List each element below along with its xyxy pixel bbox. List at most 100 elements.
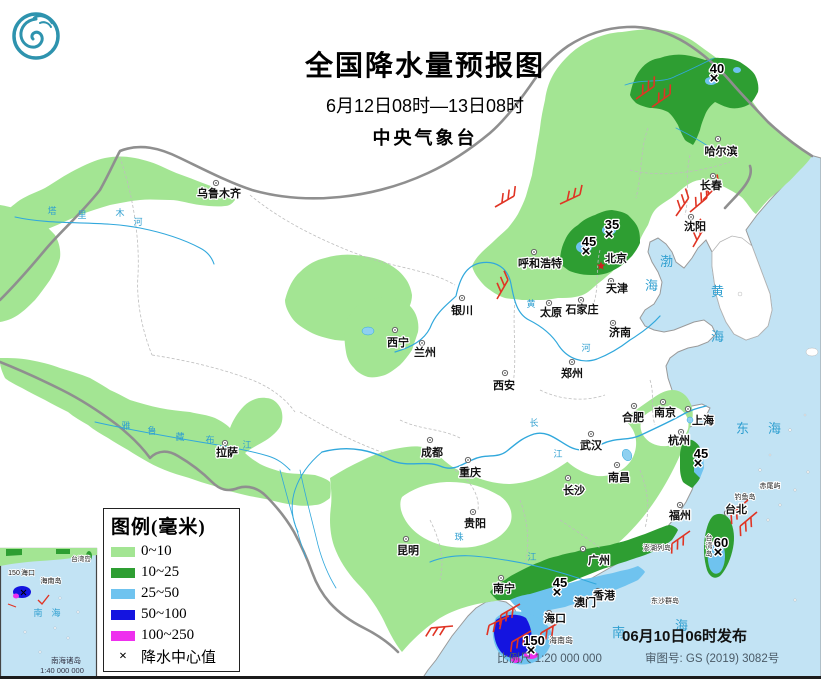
geo-label-text: 海: [645, 278, 659, 293]
city-marker: 西安: [492, 369, 516, 393]
map-scale: 比例尺 1:20 000 000: [497, 653, 602, 665]
approval-number: 审图号: GS (2019) 3082号: [645, 653, 780, 665]
city-dot-center: [582, 548, 584, 550]
city-marker: 长春: [699, 172, 724, 193]
city-label: 南京: [654, 405, 676, 419]
city-marker: 香港: [591, 587, 618, 604]
city-dot-center: [405, 538, 407, 540]
precip-centers: ×40×35×45×45×60×45×150: [522, 60, 730, 661]
precip-10-25-areas: [490, 54, 759, 600]
legend: 图例(毫米) 0~10 10~25 25~50 50~100 100~250 × 降水中…: [103, 508, 240, 672]
geo-label-text: 藏: [175, 431, 184, 442]
geo-label-text: 东: [736, 421, 750, 436]
city-label: 澳门: [574, 595, 596, 609]
capital-star-icon: [596, 261, 606, 270]
geo-label-text: 海: [768, 421, 782, 436]
geo-label-text: 长: [529, 417, 538, 428]
precip-center-marker: ×45: [580, 233, 597, 262]
city-dot-center: [680, 431, 682, 433]
geo-label-text: 南: [612, 625, 626, 640]
geo-label-text: 东沙群岛: [651, 596, 679, 605]
geo-label: 雅 鲁藏 布江: [121, 420, 251, 450]
city-dot-center: [548, 612, 550, 614]
city-marker: 呼和浩特: [517, 248, 563, 271]
city-dot-center: [616, 464, 618, 466]
city-marker: 石家庄: [563, 296, 600, 317]
wind-barb-icon: [739, 511, 758, 537]
city-dot-center: [687, 408, 689, 410]
x-marker-icon: ×: [714, 544, 723, 561]
city-marker: 拉萨: [215, 439, 239, 460]
precip-holes: [400, 400, 689, 548]
city-marker: 南昌: [607, 461, 631, 485]
geo-label: 珠江: [454, 531, 536, 562]
geo-label: 赤尾屿: [759, 480, 782, 491]
geo-label-text: 岛: [706, 549, 713, 558]
legend-label: 0~10: [141, 543, 172, 559]
geo-label-text: 海: [675, 618, 689, 633]
city-marker: 北京: [596, 250, 628, 270]
precip-center-marker: ×40: [708, 60, 725, 89]
publish-time: 06月10日06时发布: [622, 628, 748, 645]
legend-swatch: [111, 609, 135, 620]
precip-center-value: 45: [553, 575, 567, 590]
geo-label-text: 渤: [660, 254, 674, 269]
city-label: 长沙: [563, 483, 585, 497]
korea-land: [711, 235, 773, 341]
geo-label: 黄海: [711, 284, 725, 344]
city-dot-center: [504, 372, 506, 374]
province-borders: [117, 127, 731, 581]
inset-label: 1:40 000 000: [40, 666, 84, 675]
legend-swatch: [111, 546, 135, 557]
map-frame-bottom: [0, 676, 821, 679]
city-marker: 济南: [608, 319, 632, 340]
geo-label-text: 海: [711, 329, 725, 344]
wind-barbs: [0, 76, 758, 653]
city-label: 武汉: [580, 438, 603, 452]
city-label: 西宁: [387, 335, 409, 349]
city-marker: 太原: [538, 299, 563, 320]
city-marker: 天津: [605, 277, 629, 296]
wind-barb-icon: [425, 625, 454, 637]
legend-item: 25~50: [111, 583, 234, 604]
city-dot-center: [610, 280, 612, 282]
city-dot-center: [679, 504, 681, 506]
city-dot-center: [429, 439, 431, 441]
geo-label-text: 海南岛: [549, 635, 573, 645]
x-marker-icon: ×: [710, 70, 719, 87]
geo-label-text: 江: [553, 449, 562, 459]
city-dot-center: [717, 138, 719, 140]
city-dot-center: [567, 477, 569, 479]
precip-center-marker: ×150: [522, 632, 546, 661]
legend-label: 50~100: [141, 606, 187, 622]
city-dot-center: [472, 511, 474, 513]
wind-barb-icon: [635, 76, 656, 100]
city-dot-center: [215, 182, 217, 184]
city-dot-center: [597, 590, 599, 592]
city-marker: 成都: [420, 436, 444, 460]
geo-label: 海南岛: [548, 634, 574, 646]
city-label: 哈尔滨: [705, 144, 738, 158]
geo-label-text: 钓鱼岛: [735, 492, 756, 501]
city-label: 海口: [544, 611, 566, 625]
city-label: 银川: [451, 303, 473, 317]
geo-label: 塔 里 木河: [47, 205, 142, 227]
city-marker: 郑州: [560, 358, 584, 381]
city-marker: 长沙: [562, 474, 586, 498]
city-label: 呼和浩特: [518, 256, 562, 270]
geo-label: 渤海: [645, 254, 674, 293]
city-dot-center: [712, 175, 714, 177]
city-label: 南昌: [608, 470, 630, 484]
city-dot-center: [467, 459, 469, 461]
legend-item: 10~25: [111, 562, 234, 583]
inset-label: 海南岛: [41, 576, 62, 585]
inset-label: 海口: [21, 568, 35, 577]
geo-label: 台湾岛: [705, 532, 714, 559]
wind-barb-icon: [670, 530, 691, 554]
precip-50-100-areas: [493, 614, 532, 658]
